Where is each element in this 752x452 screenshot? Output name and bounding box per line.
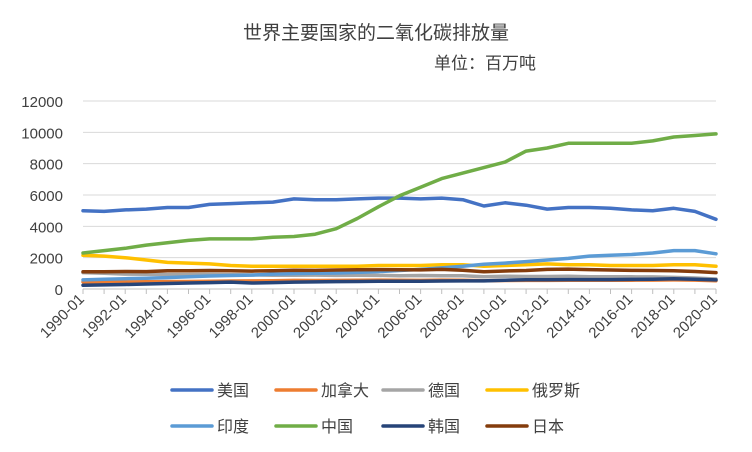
series-line-1 bbox=[81, 196, 718, 222]
y-tick-label: 2000 bbox=[30, 251, 63, 268]
y-tick-label: 8000 bbox=[30, 157, 63, 174]
legend-label: 加拿大 bbox=[321, 381, 369, 400]
y-tick-label: 10000 bbox=[21, 125, 63, 142]
legend-label: 美国 bbox=[217, 381, 249, 400]
y-tick-label: 4000 bbox=[30, 219, 63, 236]
plot-area bbox=[81, 132, 718, 287]
y-axis: 0 2000 4000 6000 8000 10000 12000 bbox=[21, 94, 63, 299]
legend-label: 日本 bbox=[532, 417, 564, 436]
chart-title: 世界主要国家的二氧化碳排放量 bbox=[243, 22, 509, 44]
series-line-3 bbox=[81, 270, 718, 281]
legend-label: 德国 bbox=[428, 381, 460, 400]
series-line-4 bbox=[81, 253, 718, 269]
legend-label: 中国 bbox=[321, 417, 353, 436]
y-tick-label: 6000 bbox=[30, 188, 63, 205]
series-line-8 bbox=[81, 267, 718, 275]
chart-subtitle: 单位：百万吨 bbox=[434, 54, 536, 74]
y-tick-label: 0 bbox=[55, 282, 63, 299]
legend-label: 印度 bbox=[217, 417, 249, 436]
y-tick-label: 12000 bbox=[21, 94, 63, 111]
series-line-6 bbox=[81, 132, 718, 255]
legend-label: 韩国 bbox=[428, 417, 460, 436]
legend-label: 俄罗斯 bbox=[532, 381, 580, 400]
series-line-7 bbox=[81, 277, 718, 287]
